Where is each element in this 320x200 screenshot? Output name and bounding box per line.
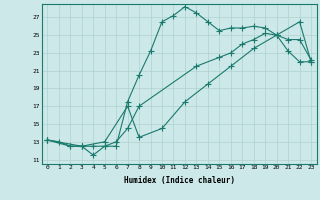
X-axis label: Humidex (Indice chaleur): Humidex (Indice chaleur)	[124, 176, 235, 185]
